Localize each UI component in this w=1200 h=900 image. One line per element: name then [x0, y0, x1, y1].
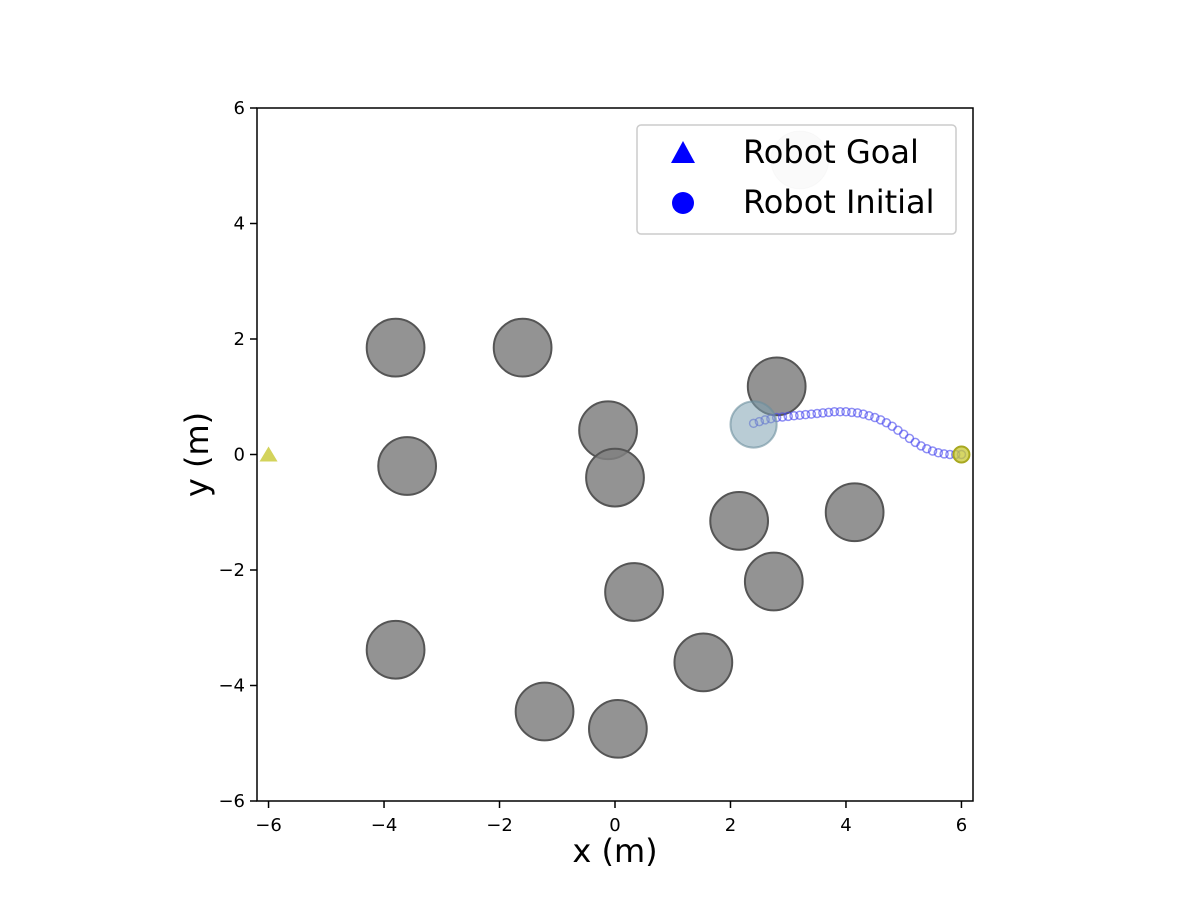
- x-tick-label: 4: [840, 815, 851, 836]
- x-tick-label: 2: [725, 815, 736, 836]
- trajectory-point: [812, 408, 822, 419]
- trajectory-point: [818, 408, 828, 418]
- trajectory-point: [858, 409, 869, 419]
- x-tick-label: −2: [486, 815, 513, 836]
- robot-current: [729, 400, 778, 449]
- obstacle-3: [377, 436, 437, 496]
- y-tick-label: 0: [234, 445, 245, 466]
- obstacle-5: [585, 447, 645, 508]
- y-tick-label: 4: [234, 214, 245, 235]
- trajectory-point: [875, 415, 886, 425]
- x-axis-label: x (m): [572, 832, 657, 870]
- trajectory-point: [927, 446, 938, 456]
- robot-goal-marker: [259, 446, 278, 462]
- trajectory-point: [841, 407, 851, 417]
- legend-box: [636, 124, 957, 235]
- obstacle-8: [824, 482, 885, 543]
- obstacle-14: [588, 698, 648, 759]
- trajectory-point: [898, 429, 909, 440]
- x-tick-label: −6: [255, 815, 282, 836]
- trajectory-point: [783, 411, 793, 422]
- y-axis-label: y (m): [178, 412, 216, 497]
- trajectory-point: [893, 425, 903, 435]
- trajectory-point: [823, 407, 834, 418]
- trajectory-point: [904, 433, 915, 444]
- x-tick-label: −4: [371, 815, 398, 836]
- trajectory-point: [795, 410, 805, 420]
- trajectory-point: [881, 417, 892, 428]
- trajectory-point: [870, 412, 880, 423]
- x-tick-label: 6: [956, 815, 967, 836]
- trajectory-point: [939, 449, 949, 459]
- obstacle-12: [365, 619, 426, 680]
- trajectory-point: [846, 407, 857, 418]
- plot-area: [259, 130, 971, 759]
- trajectory-point: [789, 411, 799, 421]
- obstacle-9: [743, 551, 804, 612]
- y-tick-label: −6: [218, 791, 245, 812]
- axis-ticks: −6 −4 −2 0 2 4 6 −6 −4 −2 0 2 4 6: [218, 98, 967, 836]
- trajectory-point: [829, 407, 840, 417]
- trajectory-point: [864, 411, 874, 421]
- y-tick-label: 2: [234, 329, 245, 350]
- legend: Robot Goal Robot Initial: [636, 124, 957, 235]
- legend-goal-marker-icon: [671, 141, 695, 163]
- obstacle-6: [746, 356, 807, 417]
- trajectory-point: [777, 412, 788, 422]
- trajectory-point: [933, 448, 944, 458]
- trajectory-point: [922, 443, 932, 454]
- obstacle-13: [514, 681, 575, 742]
- legend-goal-label: Robot Goal: [743, 133, 919, 171]
- trajectory-point: [800, 409, 811, 420]
- legend-initial-marker-icon: [672, 192, 694, 214]
- legend-initial-label: Robot Initial: [743, 183, 935, 221]
- robot-initial-marker: [952, 445, 971, 464]
- trajectory-point: [835, 407, 845, 417]
- y-tick-label: −2: [218, 560, 245, 581]
- y-tick-label: 6: [234, 98, 245, 119]
- trajectory-point: [852, 408, 863, 418]
- obstacle-1: [365, 317, 426, 378]
- y-tick-label: −4: [218, 676, 245, 697]
- obstacle-10: [604, 562, 664, 622]
- obstacle-7: [709, 491, 770, 551]
- obstacle-11: [673, 632, 734, 693]
- x-tick-label: 0: [609, 815, 620, 836]
- trajectory-point: [806, 409, 817, 419]
- obstacle-2: [492, 317, 553, 378]
